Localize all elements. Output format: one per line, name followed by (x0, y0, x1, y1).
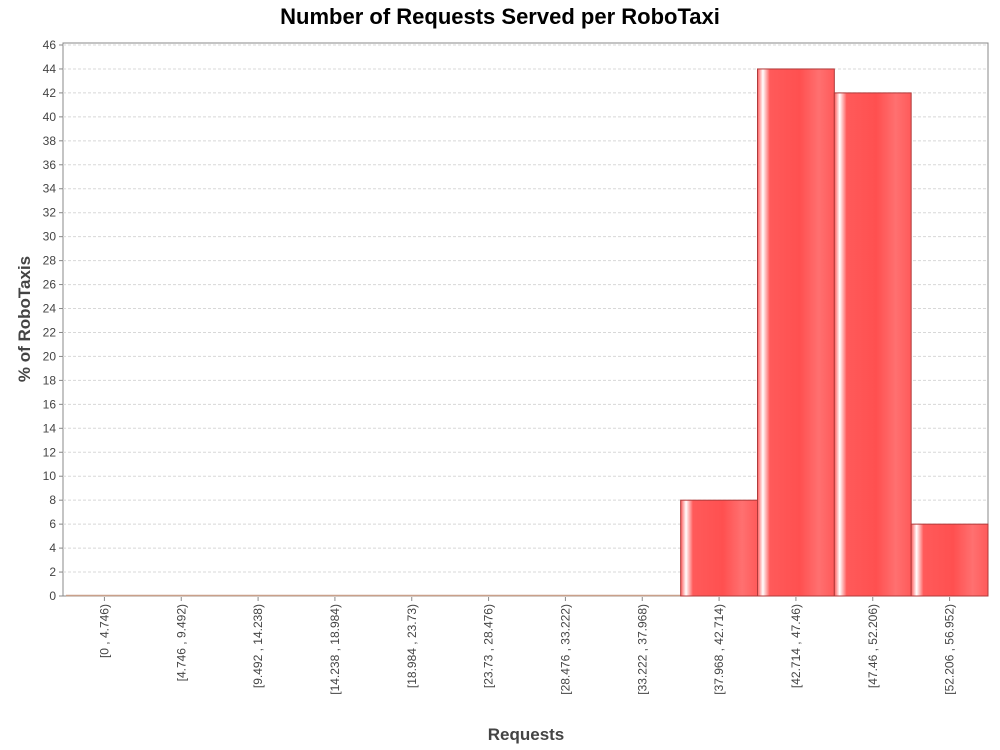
bar (833, 92, 912, 597)
y-tick-label: 34 (43, 182, 57, 196)
y-tick-label: 4 (49, 541, 56, 555)
y-tick-label: 28 (43, 254, 57, 268)
y-tick-label: 0 (49, 589, 56, 603)
y-tick-label: 8 (49, 493, 56, 507)
x-tick-label: [47.46 , 52.206) (866, 604, 880, 688)
y-tick-label: 6 (49, 517, 56, 531)
y-tick-label: 46 (43, 38, 57, 52)
x-tick-label: [33.222 , 37.968) (635, 604, 649, 695)
y-tick-label: 36 (43, 158, 57, 172)
x-tick-label: [42.714 , 47.46) (789, 604, 803, 688)
y-tick-label: 40 (43, 110, 57, 124)
y-tick-label: 14 (43, 421, 57, 435)
y-tick-label: 26 (43, 278, 57, 292)
y-tick-label: 30 (43, 230, 57, 244)
x-tick-label: [28.476 , 33.222) (558, 604, 572, 695)
y-tick-label: 10 (43, 469, 57, 483)
chart-title: Number of Requests Served per RoboTaxi (280, 4, 720, 29)
y-tick-label: 24 (43, 302, 57, 316)
y-axis-title: % of RoboTaxis (15, 256, 34, 382)
y-tick-label: 42 (43, 86, 57, 100)
y-tick-label: 16 (43, 397, 57, 411)
x-axis: [0 , 4.746) [4.746 , 9.492) [9.492 , 14.23… (97, 597, 957, 695)
bar (680, 499, 759, 597)
y-tick-label: 12 (43, 445, 57, 459)
bars (680, 68, 989, 597)
y-axis: 0246810121416182022242628303234363840424… (43, 38, 63, 603)
bar (910, 523, 989, 597)
x-tick-label: [9.492 , 14.238) (251, 604, 265, 688)
x-tick-label: [0 , 4.746) (97, 604, 111, 658)
y-tick-label: 44 (43, 62, 57, 76)
x-tick-label: [52.206 , 56.952) (943, 604, 957, 695)
y-tick-label: 38 (43, 134, 57, 148)
x-tick-label: [14.238 , 18.984) (328, 604, 342, 695)
y-tick-label: 32 (43, 206, 57, 220)
x-tick-label: [18.984 , 23.73) (405, 604, 419, 688)
x-axis-title: Requests (488, 725, 565, 744)
bar (757, 68, 835, 597)
y-tick-label: 22 (43, 325, 57, 339)
x-tick-label: [4.746 , 9.492) (174, 604, 188, 681)
x-tick-label: [23.73 , 28.476) (482, 604, 496, 688)
y-tick-label: 2 (49, 565, 56, 579)
x-tick-label: [37.968 , 42.714) (712, 604, 726, 695)
y-tick-label: 18 (43, 373, 57, 387)
y-tick-label: 20 (43, 349, 57, 363)
